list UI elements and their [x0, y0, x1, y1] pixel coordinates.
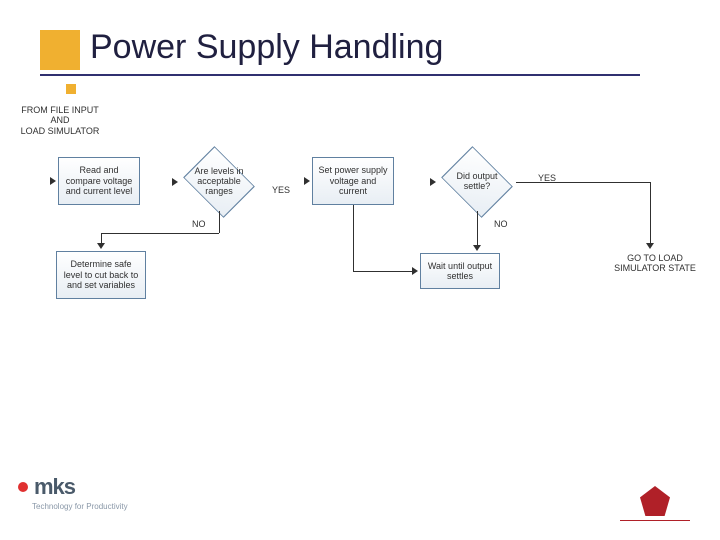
arrowhead-icon — [50, 177, 56, 185]
logo-dot-icon — [18, 482, 28, 492]
arrowhead-icon — [97, 243, 105, 249]
edge-line — [101, 233, 219, 234]
edge-label-no: NO — [494, 219, 508, 229]
logo-tagline: Technology for Productivity — [18, 500, 128, 511]
flow-node-input: FROM FILE INPUT ANDLOAD SIMULATOR — [12, 105, 108, 136]
edge-line — [353, 271, 414, 272]
arrowhead-icon — [430, 178, 436, 186]
arrowhead-icon — [172, 178, 178, 186]
flow-node-wait-settle: Wait until output settles — [420, 253, 500, 289]
flow-node-determine-safe: Determine safe level to cut back to and … — [56, 251, 146, 299]
flow-node-read-compare: Read and compare voltage and current lev… — [58, 157, 140, 205]
edge-line — [353, 205, 354, 271]
edge-line — [219, 211, 220, 233]
flow-node-output-settle: Did output settle? — [438, 153, 516, 211]
edge-label-no: NO — [192, 219, 206, 229]
seal-line — [620, 520, 690, 521]
logo-text: mks — [34, 474, 75, 500]
flow-node-set-supply: Set power supply voltage and current — [312, 157, 394, 205]
footer-seal — [620, 486, 690, 522]
brand-logo: mks Technology for Productivity — [18, 474, 128, 524]
edge-line — [516, 182, 650, 183]
title-bullet-square — [66, 84, 76, 94]
title-underline — [40, 74, 640, 76]
edge-line — [650, 182, 651, 245]
arrowhead-icon — [412, 267, 418, 275]
flow-node-levels-check: Are levels in acceptable ranges — [180, 153, 258, 211]
seal-pentagon-icon — [640, 486, 670, 516]
arrowhead-icon — [304, 177, 310, 185]
page-title: Power Supply Handling — [90, 28, 443, 67]
edge-label-yes: YES — [272, 185, 290, 195]
arrowhead-icon — [473, 245, 481, 251]
edge-line — [477, 211, 478, 247]
arrowhead-icon — [646, 243, 654, 249]
flowchart: FROM FILE INPUT ANDLOAD SIMULATOR Read a… — [0, 95, 720, 335]
flow-node-output: GO TO LOADSIMULATOR STATE — [600, 253, 710, 274]
title-accent-square — [40, 30, 80, 70]
